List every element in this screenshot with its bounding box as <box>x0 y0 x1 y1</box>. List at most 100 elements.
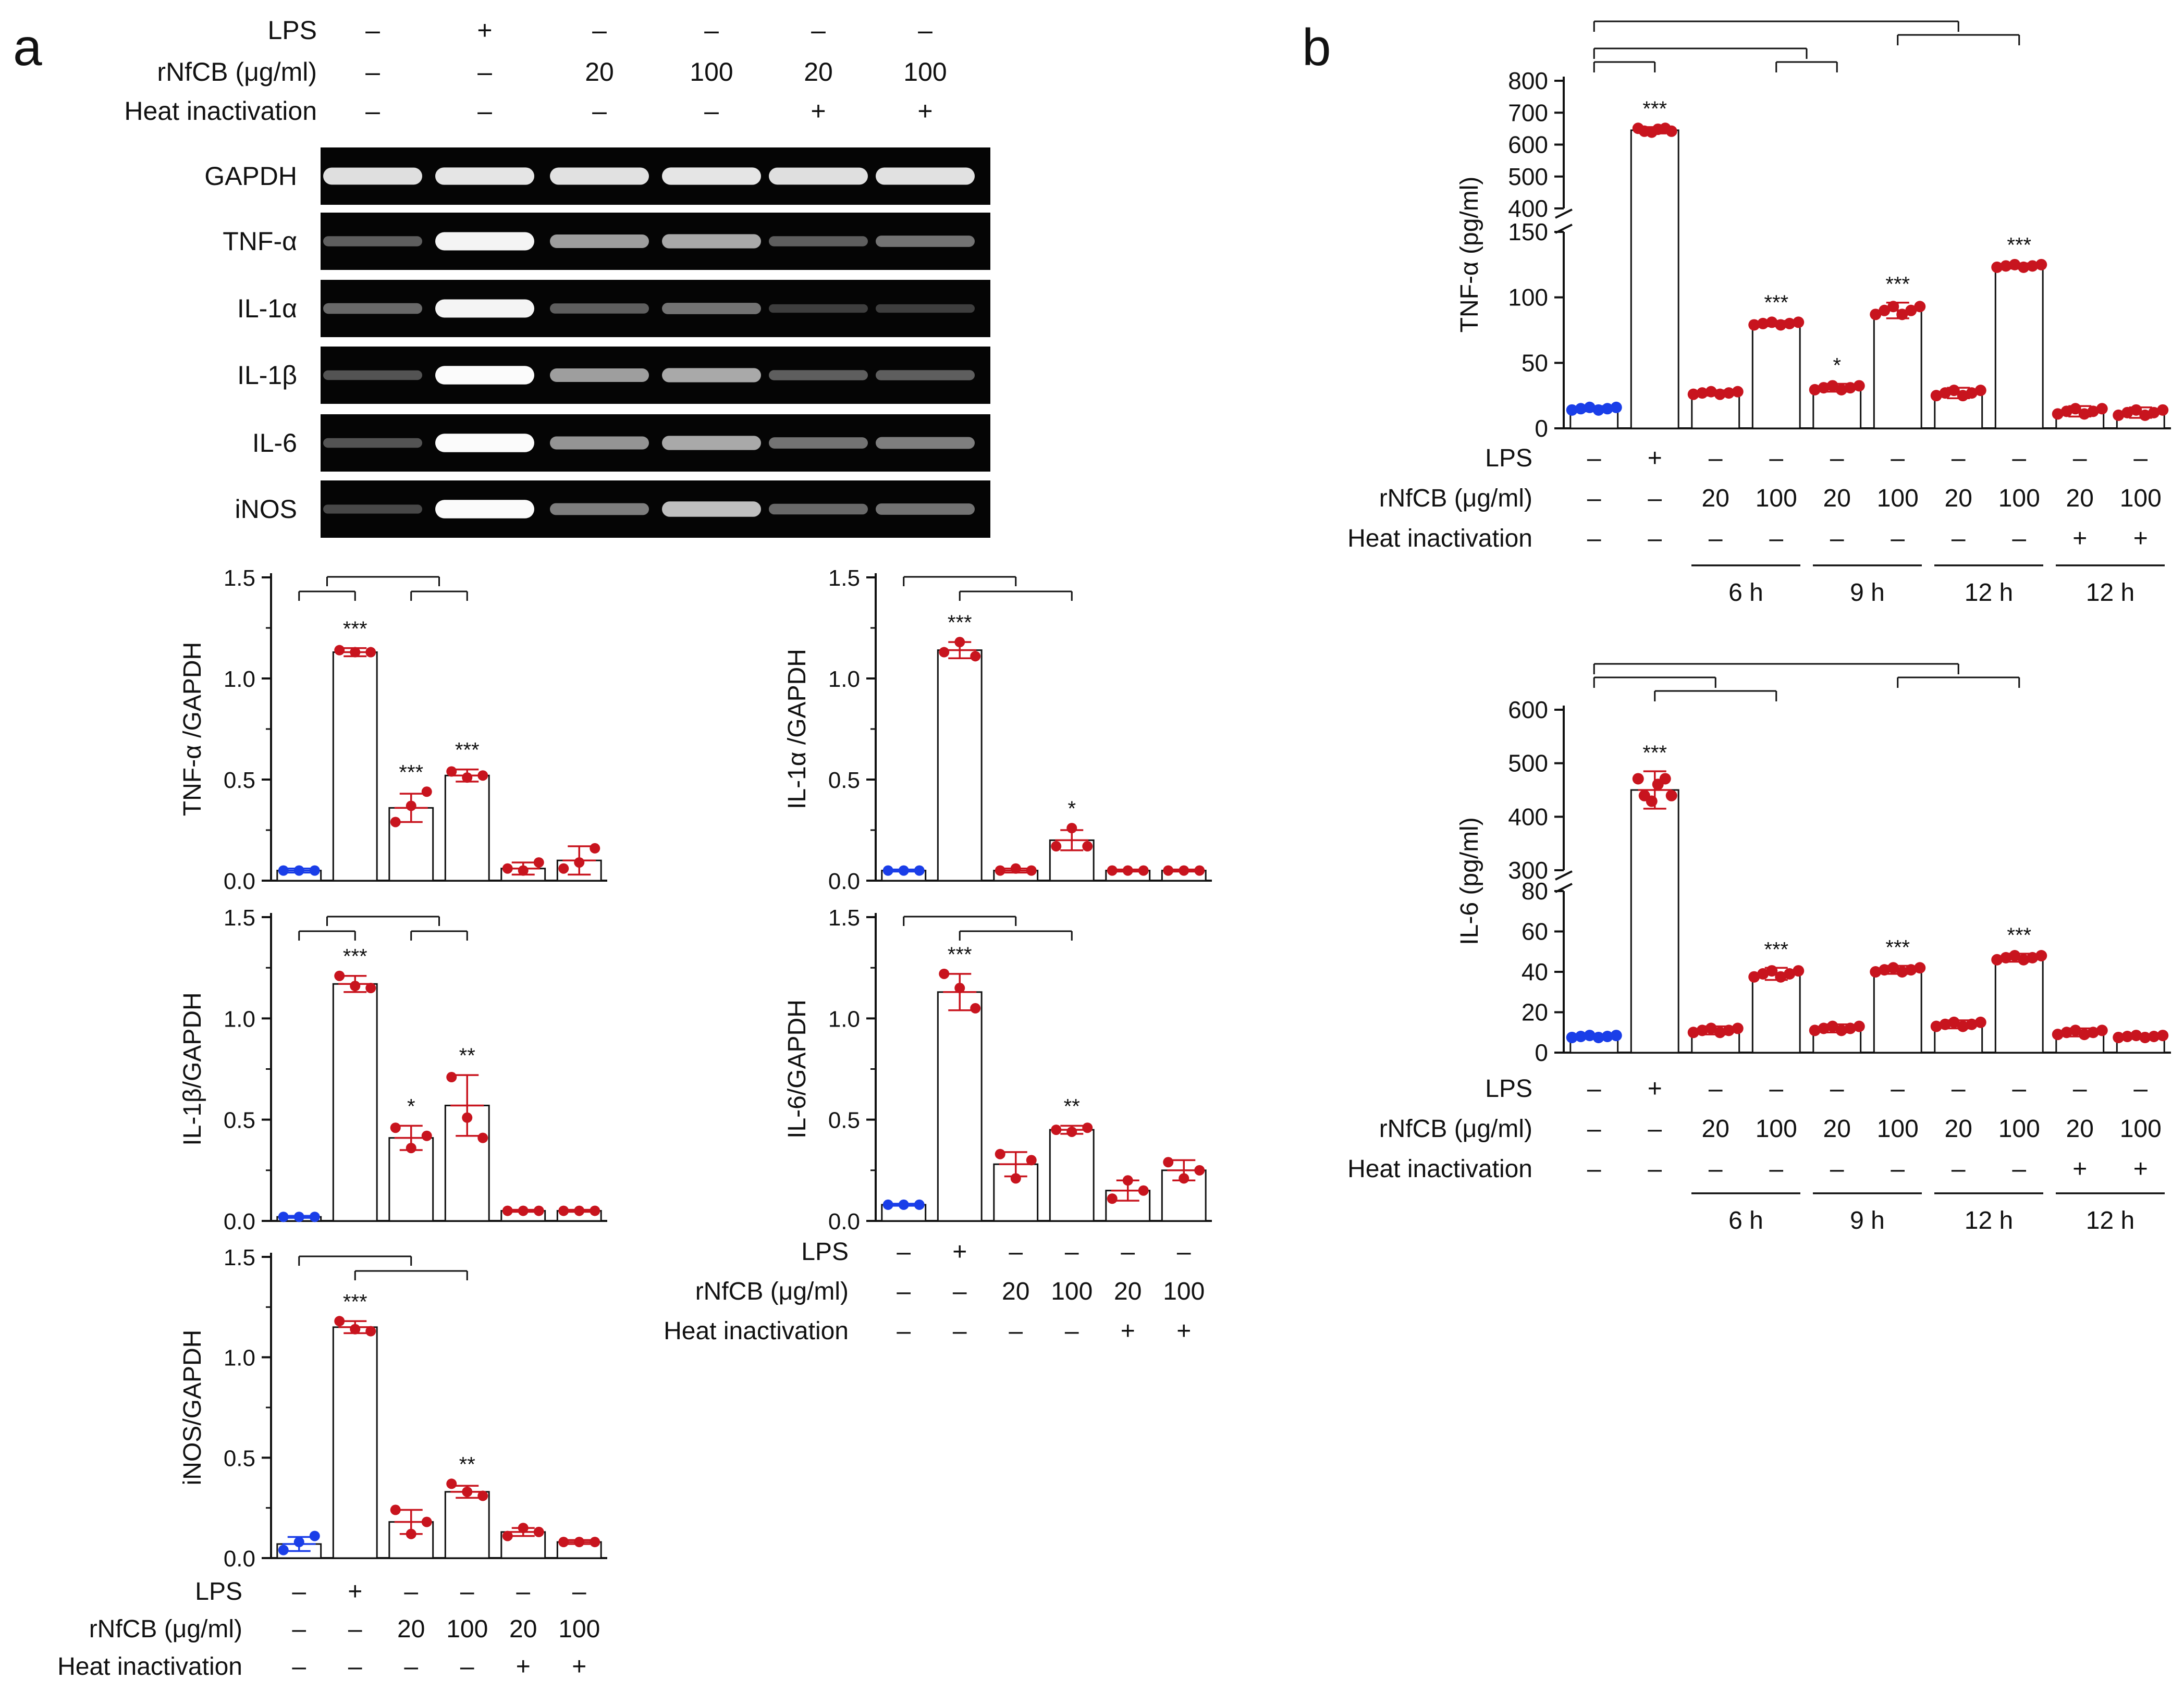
y-tick-label: 1.5 <box>828 565 860 591</box>
y-tick-label: 50 <box>1522 349 1548 376</box>
significance-label: *** <box>1642 97 1667 120</box>
data-point <box>1082 841 1093 852</box>
time-group-label: 6 h <box>1728 579 1763 607</box>
data-point <box>2139 1031 2151 1043</box>
data-point <box>939 968 950 979</box>
data-point <box>1757 968 1769 980</box>
condition-value-a-left: + <box>516 1653 531 1681</box>
data-point <box>1566 1031 1578 1043</box>
condition-value-b-il6: – <box>1830 1075 1844 1103</box>
data-point <box>590 1537 600 1548</box>
condition-value-a-right: – <box>1065 1238 1079 1266</box>
data-point <box>1138 1185 1149 1196</box>
significance-label: * <box>1833 354 1841 377</box>
condition-value-b-il6: – <box>1587 1155 1601 1183</box>
data-point <box>421 1516 432 1527</box>
data-point <box>2148 406 2160 418</box>
condition-value-a-left: – <box>516 1578 530 1605</box>
data-point <box>1723 1024 1735 1036</box>
y-tick-label: 1.0 <box>828 1006 860 1032</box>
data-point <box>1939 387 1951 399</box>
condition-value-a-left: – <box>348 1653 362 1681</box>
gel-band <box>769 167 868 185</box>
bar <box>444 1491 490 1559</box>
data-point <box>2078 1029 2090 1041</box>
condition-value-b-tnf: – <box>2012 444 2026 472</box>
data-point <box>2130 404 2142 416</box>
condition-value-b-il6: – <box>1769 1155 1783 1183</box>
significance-label: *** <box>2007 233 2031 256</box>
y-tick-label: 600 <box>1508 131 1548 158</box>
bar <box>1873 310 1922 429</box>
data-point <box>309 865 320 876</box>
data-point <box>1163 1157 1174 1168</box>
condition-value-a-left: – <box>460 1578 474 1605</box>
data-point <box>1835 1024 1847 1036</box>
condition-value-a-right: – <box>953 1278 967 1305</box>
data-point <box>1887 962 1899 974</box>
significance-label: *** <box>2007 924 2031 947</box>
data-point <box>574 1537 585 1548</box>
condition-value-b-tnf: – <box>2073 444 2087 472</box>
y-tick-label: 800 <box>1508 67 1548 94</box>
y-tick-label: 0.5 <box>224 1108 255 1133</box>
data-point <box>1732 1022 1744 1034</box>
data-point <box>533 1205 544 1216</box>
panel-b-letter: b <box>1302 18 1331 77</box>
data-point <box>1010 1173 1021 1184</box>
y-axis-label: IL-6 (pg/ml) <box>1456 817 1483 945</box>
condition-value-a-right: – <box>1065 1317 1079 1345</box>
condition-value-a-left: – <box>460 1653 474 1681</box>
gel-band <box>662 234 761 249</box>
data-point <box>334 970 345 981</box>
y-tick-label: 1.5 <box>828 905 860 931</box>
condition-value-b-il6: 100 <box>1877 1115 1919 1143</box>
data-point <box>350 1324 361 1335</box>
data-point <box>1887 301 1899 313</box>
data-point <box>390 817 401 828</box>
data-point <box>1705 1022 1717 1034</box>
data-point <box>1974 1016 1986 1028</box>
data-point <box>1818 382 1830 394</box>
condition-value-a-right: + <box>1121 1317 1135 1345</box>
condition-value-a-left: 100 <box>446 1615 488 1643</box>
y-axis-label: IL-1β/GAPDH <box>179 992 206 1145</box>
condition-value-a-right: – <box>897 1238 911 1266</box>
gel-band <box>323 167 422 185</box>
condition-value-b-tnf: 100 <box>1756 485 1797 512</box>
data-point <box>1723 387 1735 399</box>
gel-band <box>876 167 975 185</box>
condition-value-a-right: 100 <box>1051 1278 1093 1305</box>
significance-label: * <box>1068 797 1076 820</box>
gel-row-label: iNOS <box>235 495 297 524</box>
condition-value-a-right: 20 <box>1114 1278 1142 1305</box>
gel-band <box>662 368 761 382</box>
data-point <box>1966 387 1978 399</box>
data-point <box>1610 401 1622 413</box>
y-tick-label: 1.0 <box>224 1006 255 1032</box>
data-point <box>1610 1030 1622 1042</box>
data-point <box>1026 1155 1037 1166</box>
gel-band <box>662 303 761 314</box>
data-point <box>2096 403 2108 415</box>
condition-value-b-tnf: + <box>1648 444 1662 472</box>
gel-band <box>876 370 975 380</box>
gel-band <box>662 436 761 450</box>
y-tick-label: 1.5 <box>224 1245 255 1270</box>
data-point <box>1793 965 1805 977</box>
y-tick-label: 1.5 <box>224 565 255 591</box>
condition-value-b-tnf: – <box>1830 525 1844 552</box>
y-tick-label: 40 <box>1522 958 1548 985</box>
gel-header-value: 100 <box>903 57 947 87</box>
condition-value-a-right: + <box>952 1238 967 1266</box>
significance-label: ** <box>1064 1095 1080 1118</box>
gel-band <box>323 303 422 314</box>
data-point <box>2009 258 2021 270</box>
gel-band <box>435 299 534 318</box>
condition-value-b-tnf: – <box>1587 444 1601 472</box>
bar <box>332 651 378 882</box>
data-point <box>1696 387 1708 399</box>
data-point <box>590 843 600 854</box>
